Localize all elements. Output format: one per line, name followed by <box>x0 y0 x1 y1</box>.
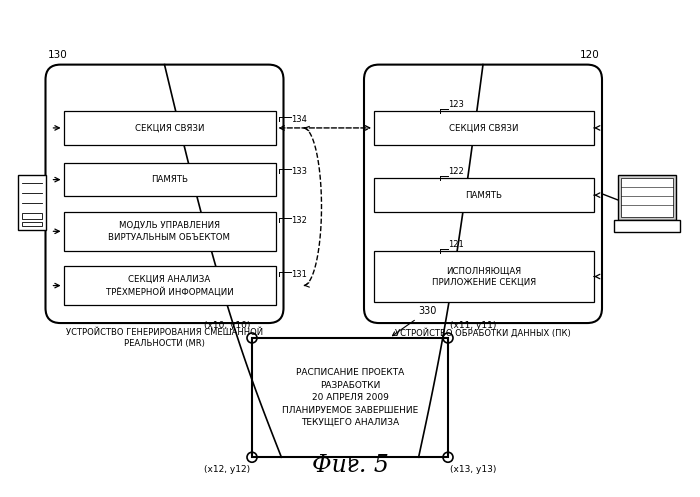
Bar <box>374 111 594 145</box>
Bar <box>64 163 276 196</box>
Text: СЕКЦИЯ АНАЛИЗА
ТРЁХМЕРНОЙ ИНФОРМАЦИИ: СЕКЦИЯ АНАЛИЗА ТРЁХМЕРНОЙ ИНФОРМАЦИИ <box>106 274 233 297</box>
Bar <box>618 175 676 220</box>
Text: 131: 131 <box>291 270 307 279</box>
Text: 120: 120 <box>580 50 600 60</box>
Bar <box>252 338 448 457</box>
Text: Фиг. 5: Фиг. 5 <box>312 454 388 477</box>
FancyBboxPatch shape <box>364 65 602 323</box>
Text: 133: 133 <box>291 167 307 176</box>
Text: 122: 122 <box>448 167 463 176</box>
Text: УСТРОЙСТВО ГЕНЕРИРОВАНИЯ СМЕШАННОЙ
РЕАЛЬНОСТИ (MR): УСТРОЙСТВО ГЕНЕРИРОВАНИЯ СМЕШАННОЙ РЕАЛЬ… <box>66 328 263 348</box>
Bar <box>64 212 276 250</box>
Text: ПАМЯТЬ: ПАМЯТЬ <box>466 191 503 200</box>
Bar <box>374 250 594 302</box>
Text: СЕКЦИЯ СВЯЗИ: СЕКЦИЯ СВЯЗИ <box>449 123 519 132</box>
Text: (x13, y13): (x13, y13) <box>450 465 496 474</box>
Bar <box>614 220 680 232</box>
Text: 330: 330 <box>393 306 437 335</box>
Text: (x10, y10): (x10, y10) <box>204 321 250 330</box>
Text: 134: 134 <box>291 115 307 124</box>
Text: (x11, y11): (x11, y11) <box>450 321 496 330</box>
Bar <box>64 266 276 305</box>
Text: 130: 130 <box>48 50 67 60</box>
Text: РАСПИСАНИЕ ПРОЕКТА
РАЗРАБОТКИ
20 АПРЕЛЯ 2009
ПЛАНИРУЕМОЕ ЗАВЕРШЕНИЕ
ТЕКУЩЕГО АНА: РАСПИСАНИЕ ПРОЕКТА РАЗРАБОТКИ 20 АПРЕЛЯ … <box>282 368 418 427</box>
Bar <box>621 178 673 217</box>
Text: ПАМЯТЬ: ПАМЯТЬ <box>151 175 188 184</box>
Bar <box>22 213 42 219</box>
Text: 123: 123 <box>448 100 464 109</box>
Text: 132: 132 <box>291 216 307 225</box>
Text: УСТРОЙСТВО ОБРАБОТКИ ДАННЫХ (ПК): УСТРОЙСТВО ОБРАБОТКИ ДАННЫХ (ПК) <box>395 328 571 338</box>
Bar <box>64 111 276 145</box>
Bar <box>18 175 46 230</box>
Text: МОДУЛЬ УПРАВЛЕНИЯ
ВИРТУАЛЬНЫМ ОБЪЕКТОМ: МОДУЛЬ УПРАВЛЕНИЯ ВИРТУАЛЬНЫМ ОБЪЕКТОМ <box>108 221 230 242</box>
Bar <box>22 222 42 226</box>
Text: ИСПОЛНЯЮЩАЯ
ПРИЛОЖЕНИЕ СЕКЦИЯ: ИСПОЛНЯЮЩАЯ ПРИЛОЖЕНИЕ СЕКЦИЯ <box>432 266 536 287</box>
FancyBboxPatch shape <box>46 65 284 323</box>
Text: 121: 121 <box>448 240 463 248</box>
Text: (x12, y12): (x12, y12) <box>204 465 250 474</box>
Bar <box>374 178 594 212</box>
Text: СЕКЦИЯ СВЯЗИ: СЕКЦИЯ СВЯЗИ <box>134 123 204 132</box>
